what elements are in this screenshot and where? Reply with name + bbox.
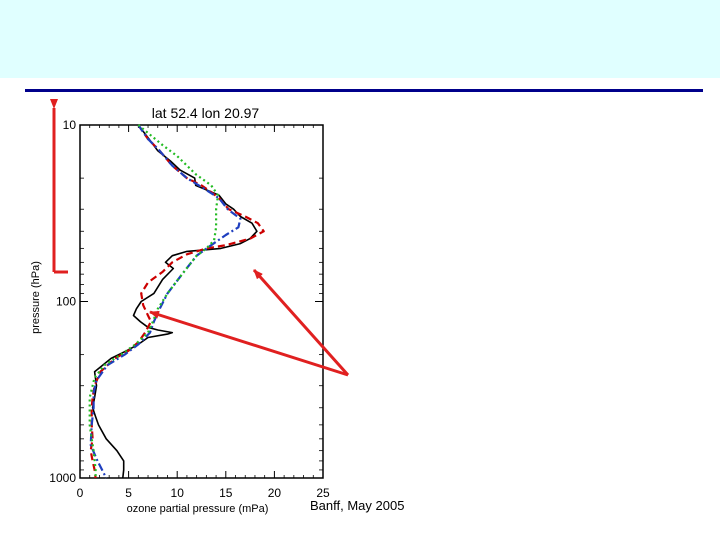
pointer-arrow-upper [252,268,350,377]
x-tick-label: 10 [171,486,185,500]
plot-frame [79,124,324,479]
title-rule [25,89,703,92]
series-line-4 [88,124,220,478]
x-tick-label: 25 [316,486,330,500]
series-line-3 [89,124,242,479]
x-tick-label: 0 [77,486,84,500]
y-tick-label: 100 [56,295,76,309]
x-tick-label: 5 [125,486,132,500]
series-line-2 [89,124,265,479]
series-line-1 [91,124,258,479]
chart-title: lat 52.4 lon 20.97 [152,105,260,121]
slide-title-band [0,0,720,78]
footer-note: Banff, May 2005 [310,498,405,513]
x-tick-label: 15 [219,486,233,500]
y-tick-label: 1000 [49,471,76,485]
pointer-arrow-lower [149,310,349,377]
x-tick-label: 20 [268,486,282,500]
y-tick-label: 10 [63,118,77,132]
y-axis-label: pressure (hPa) [30,261,42,334]
x-axis-label: ozone partial pressure (mPa) [127,503,269,515]
